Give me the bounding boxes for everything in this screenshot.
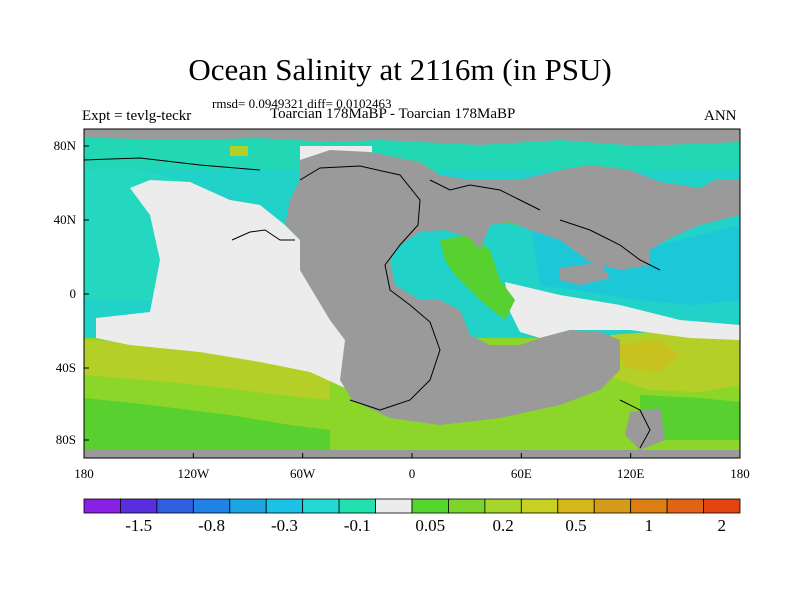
- colorbar-swatch: [120, 498, 158, 514]
- x-tick-label: 60E: [510, 466, 532, 481]
- colorbar-label: -0.3: [270, 516, 298, 535]
- colorbar-swatch: [593, 498, 632, 514]
- colorbar-swatch: [520, 498, 559, 514]
- period-label: Toarcian 178MaBP - Toarcian 178MaBP: [270, 106, 516, 122]
- colorbar-label: -0.1: [343, 516, 371, 535]
- coastlines: [84, 157, 661, 449]
- coastline-southeast: [619, 399, 651, 449]
- colorbar-swatch: [265, 498, 304, 514]
- x-tick-label: 0: [408, 466, 416, 481]
- y-tick-label: 80N: [53, 138, 76, 153]
- colorbar-label: 2: [717, 516, 727, 535]
- rmsd-diff-stats: rmsd= 0.0949321 diff= 0.0102463: [212, 96, 392, 111]
- map-title: Ocean Salinity at 2116m (in PSU): [188, 52, 612, 87]
- tethys-green-patch: [440, 235, 515, 320]
- arctic-green-patch: [230, 146, 248, 156]
- y-tick-label: 40N: [53, 212, 76, 227]
- x-tick-label: 120E: [616, 466, 645, 481]
- colorbar-label: -0.8: [198, 516, 226, 535]
- colorbar-swatch: [338, 498, 376, 514]
- yellow-patch-east: [615, 340, 680, 372]
- green-band-south: [84, 398, 330, 458]
- near-zero-tethys: [505, 282, 740, 340]
- colorbar-label: 0.2: [492, 516, 514, 535]
- southeast-land: [625, 408, 665, 450]
- island-east: [560, 262, 610, 285]
- experiment-label: Expt = tevlg-teckr: [82, 108, 192, 124]
- x-tick-label: 180: [74, 466, 94, 481]
- axis-ticks: [83, 145, 741, 458]
- colorbar-swatch: [448, 498, 486, 514]
- coastline-east: [559, 219, 661, 271]
- x-tick-label: 120W: [177, 466, 210, 481]
- colorbar-label: 0.05: [415, 516, 446, 535]
- colorbar-swatch: [375, 498, 413, 514]
- colorbar-swatch: [156, 498, 194, 514]
- colorbar-swatch: [411, 498, 449, 514]
- colorbar-label: 0.5: [565, 516, 587, 535]
- y-tick-label: 40S: [55, 360, 76, 375]
- x-tick-label: 60W: [290, 466, 316, 481]
- colorbar-label: -1.5: [125, 516, 153, 535]
- colorbar-swatch: [229, 498, 267, 514]
- season-label: ANN: [704, 108, 737, 124]
- x-tick-label: 180: [730, 466, 750, 481]
- y-tick-label: 0: [69, 286, 77, 301]
- coastline-arctic: [84, 157, 261, 171]
- colorbar-swatch: [557, 498, 595, 514]
- colorbar: [83, 498, 741, 514]
- coastline-main: [299, 165, 441, 411]
- coastline-west: [231, 229, 295, 241]
- coastline-north: [429, 179, 541, 211]
- colorbar-swatch: [302, 498, 340, 514]
- near-zero-pacific: [96, 180, 345, 388]
- colorbar-label: 1: [644, 516, 654, 535]
- map-field: [84, 129, 740, 458]
- arctic-land: [84, 129, 740, 146]
- green-patch-east: [640, 395, 740, 440]
- colorbar-swatch: [703, 498, 741, 514]
- colorbar-swatch: [666, 498, 704, 514]
- colorbar-swatch: [630, 498, 668, 514]
- colorbar-swatch: [192, 498, 231, 514]
- colorbar-swatch: [83, 498, 121, 514]
- colorbar-swatch: [484, 498, 522, 514]
- pangaea-land: [285, 150, 740, 425]
- y-tick-label: 80S: [55, 432, 76, 447]
